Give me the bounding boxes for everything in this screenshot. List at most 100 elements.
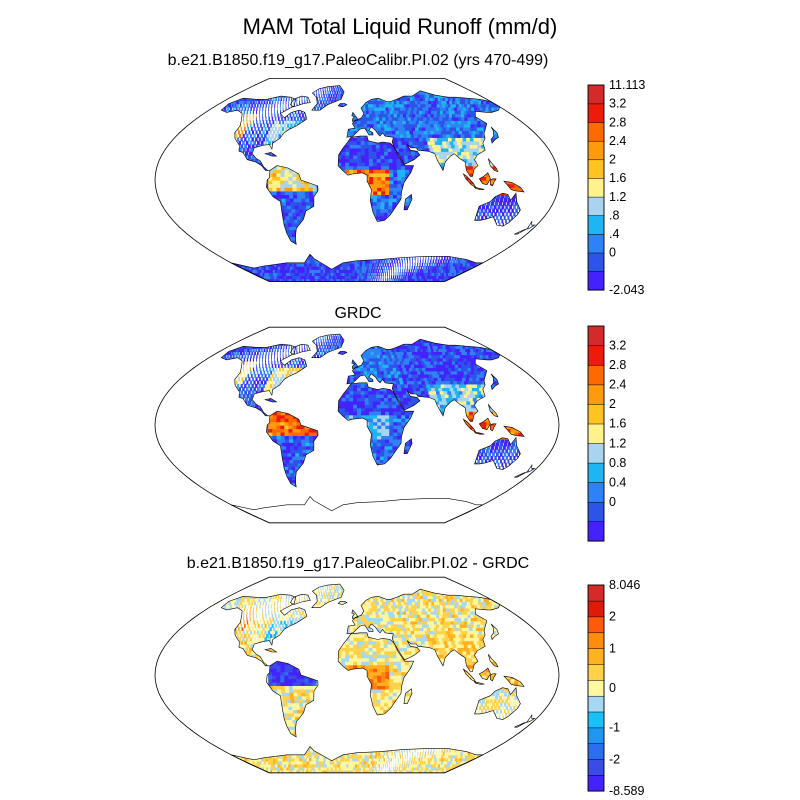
figure-title: MAM Total Liquid Runoff (mm/d) — [242, 14, 558, 39]
coastline-greenland — [311, 85, 345, 111]
coastline-africa — [337, 135, 415, 222]
colorbar-swatch — [587, 632, 605, 649]
coastline-north-america — [220, 593, 308, 667]
colorbar-label: 2.4 — [609, 134, 626, 148]
colorbar-swatch — [587, 679, 605, 697]
colorbar-label: 1.2 — [609, 190, 626, 204]
coastline-sulawesi — [490, 178, 497, 187]
coastline-iceland — [337, 351, 348, 355]
colorbar-swatch — [587, 384, 605, 405]
colorbar-label: 0.4 — [609, 475, 626, 489]
colorbar-label: 8.046 — [609, 578, 640, 592]
panel-1-title: b.e21.B1850.f19_g17.PaleoCalibr.PI.02 (y… — [167, 52, 549, 69]
coastline-australia — [474, 192, 521, 227]
coastline-antarctica — [230, 253, 484, 282]
colorbar-swatch — [587, 501, 605, 522]
coastline-antarctica — [230, 496, 484, 524]
coastline-philippines — [488, 654, 499, 668]
colorbar-label: .4 — [609, 227, 619, 241]
coastline-madagascar — [403, 438, 413, 454]
colorbar-swatch — [587, 233, 605, 254]
colorbar-label: 2 — [609, 610, 616, 624]
coastline-madagascar — [403, 193, 413, 211]
colorbar-swatch — [587, 252, 605, 272]
colorbar-swatch — [587, 663, 605, 681]
colorbar-label: 11.113 — [609, 78, 645, 92]
colorbar-swatch — [587, 774, 605, 792]
panel-2-title: GRDC — [334, 305, 382, 322]
map-panel-2 — [154, 326, 560, 524]
coastline-iceland — [337, 601, 348, 605]
colorbar-swatch — [587, 215, 605, 235]
coastline-newzealand — [514, 713, 536, 728]
coastline-north-america — [220, 95, 308, 171]
colorbar-label: 3.2 — [609, 97, 626, 111]
globe-outline — [154, 78, 560, 282]
colorbar-swatch — [587, 103, 605, 123]
coastline-java — [473, 186, 485, 190]
coastline-cuba — [264, 398, 278, 403]
colorbar-label: 1.2 — [609, 436, 626, 450]
colorbar-label: 0 — [609, 495, 616, 509]
coastline-britain — [351, 609, 359, 619]
coastline-newzealand — [514, 463, 536, 478]
coastline-newguinea — [503, 180, 525, 193]
colorbar-swatch — [587, 600, 605, 618]
globe-outline — [154, 326, 560, 524]
coastline-newguinea — [503, 425, 525, 437]
coastline-north-america — [220, 343, 308, 417]
colorbar-swatch — [587, 423, 605, 444]
colorbar-label: -2 — [609, 752, 620, 766]
coastline-south-america — [266, 165, 319, 245]
colorbar-2: 3.2 2.8 2.4 2 1.6 1.2 0.8 0.4 0 — [587, 325, 626, 542]
coastline-baffin — [290, 95, 311, 108]
colorbar-swatch — [587, 84, 605, 105]
coastline-australia — [474, 436, 521, 470]
coastline-cuba — [264, 152, 278, 157]
coastline-japan — [490, 623, 499, 641]
colorbar-swatch — [587, 364, 605, 386]
colorbar-swatch — [587, 177, 605, 198]
coastline-australia — [474, 686, 521, 720]
coastline-newguinea — [503, 675, 525, 687]
colorbar-swatch — [587, 482, 605, 503]
colorbar-swatch — [587, 743, 605, 760]
colorbar-3: 8.046 2 1 0 -1 -2 -8.589 — [587, 578, 644, 798]
coastline-philippines — [488, 158, 499, 173]
coastline-baffin — [290, 343, 311, 355]
coastline-japan — [490, 126, 499, 144]
colorbar-swatch — [587, 122, 605, 142]
coastline-eurasia — [346, 588, 501, 672]
colorbar-swatch — [587, 521, 605, 542]
colorbar-label: 2.4 — [609, 378, 626, 392]
colorbar-swatch — [587, 727, 605, 744]
colorbar-swatch — [587, 462, 605, 483]
colorbar-swatch — [587, 759, 605, 776]
map-panel-1 — [154, 78, 560, 282]
colorbar-label: -2.043 — [609, 283, 644, 297]
colorbar-swatch — [587, 648, 605, 665]
colorbar-label: -1 — [609, 721, 620, 735]
coastline-borneo — [478, 417, 491, 430]
colorbar-label: -8.589 — [609, 784, 644, 798]
coastline-britain — [351, 111, 359, 122]
colorbar-label: 0 — [609, 681, 616, 695]
coastline-africa — [337, 632, 415, 716]
coastline-iceland — [337, 103, 348, 108]
coastline-borneo — [478, 172, 491, 186]
colorbar-label: 1.6 — [609, 171, 626, 185]
coastline-newzealand — [514, 220, 536, 235]
colorbar-label: 2.8 — [609, 358, 626, 372]
colorbar-label: .8 — [609, 209, 619, 223]
coastline-philippines — [488, 404, 499, 418]
colorbar-label: 1 — [609, 641, 616, 655]
colorbar-swatch — [587, 403, 605, 425]
coastline-antarctica — [230, 746, 484, 774]
colorbar-label: 0.8 — [609, 456, 626, 470]
colorbar-swatch — [587, 711, 605, 729]
coastline-eurasia — [346, 338, 501, 422]
colorbar-label: 3.2 — [609, 339, 626, 353]
coastline-sulawesi — [490, 423, 497, 432]
colorbar-swatch — [587, 159, 605, 179]
